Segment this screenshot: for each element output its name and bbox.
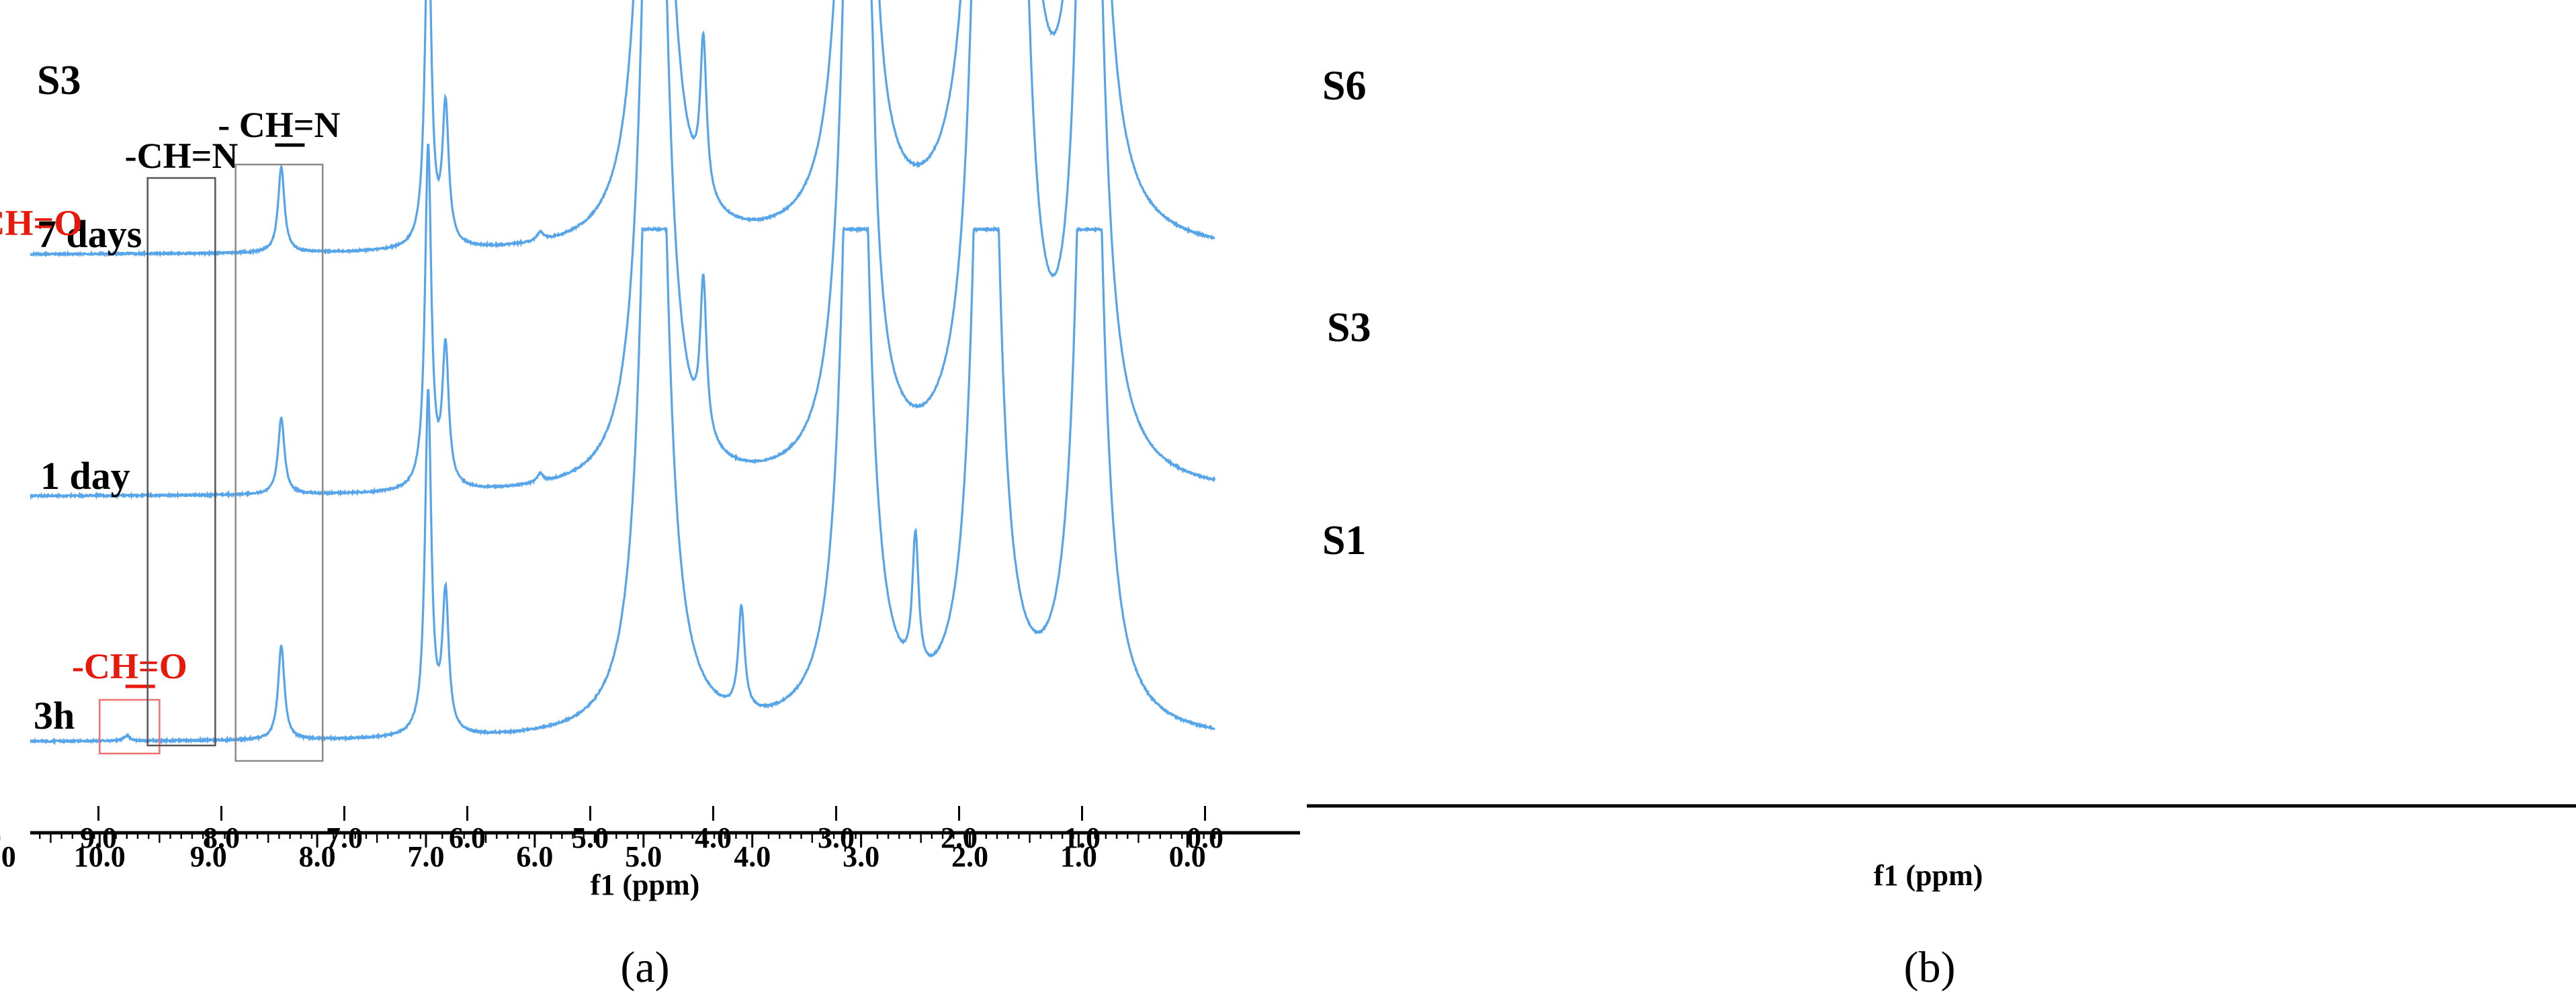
panel-b-imine-box	[146, 177, 216, 747]
tick-label: 8.0	[203, 821, 240, 854]
tick-label: 9.0	[190, 840, 227, 873]
panel-a-x-axis-label: f1 (ppm)	[591, 868, 700, 901]
panel-b-x-axis	[97, 804, 2576, 821]
tick-label: 5.0	[625, 840, 662, 873]
tick-label: 0.0	[1187, 821, 1223, 854]
tick-label: 10.0	[0, 821, 1, 854]
tick-label: 5.0	[572, 821, 609, 854]
tick-label: 1.0	[1064, 821, 1101, 854]
tick-label: 2.0	[951, 840, 988, 873]
panel-a-series-label-7-days: 7 days	[37, 212, 142, 256]
tick-label: 1.0	[1060, 840, 1097, 873]
panel-b-series-label-s6: S6	[1322, 63, 1366, 109]
panel-b-series-label-s3: S3	[1327, 305, 1371, 351]
tick-label: 3.0	[818, 821, 855, 854]
tick-label: 7.0	[408, 840, 445, 873]
panel-a-trace-1-day	[30, 0, 1216, 501]
panel-b-caption: (b)	[1904, 943, 1956, 992]
panel-a-trace-3h	[30, 226, 1215, 745]
panel-a-tick-labels: 12.011.010.09.08.07.06.05.04.03.02.01.00…	[0, 840, 1206, 873]
panel-a-x-axis	[30, 831, 1300, 848]
tick-label: 4.0	[695, 821, 732, 854]
panel-b-tick-labels: 11.010.09.08.07.06.05.04.03.02.01.00.0	[0, 821, 1223, 854]
panel-a-aldehyde-box	[99, 698, 161, 755]
tick-label: 9.0	[80, 821, 117, 854]
panel-a-imine-box	[234, 163, 324, 762]
panel-b-aldehyde-label: -CH=O	[0, 203, 82, 243]
panel-a-series-label-3h: 3h	[34, 694, 75, 737]
panel-a-imine-label: - CH=N	[218, 105, 340, 145]
tick-label: 6.0	[449, 821, 486, 854]
tick-label: 3.0	[843, 840, 879, 873]
panel-b-imine-label: -CH=N	[125, 136, 239, 176]
panel-a-series-label-1-day: 1 day	[40, 454, 130, 498]
tick-label: 6.0	[516, 840, 553, 873]
tick-label: 2.0	[941, 821, 978, 854]
tick-label: 7.0	[326, 821, 363, 854]
panel-a-traces	[30, 0, 1216, 745]
tick-label: 10.0	[74, 840, 126, 873]
tick-label: 4.0	[734, 840, 771, 873]
tick-label: 11.0	[0, 840, 16, 873]
panel-b-x-axis-label: f1 (ppm)	[1874, 859, 1983, 892]
panel-a-caption: (a)	[620, 943, 669, 992]
panel-b-series-label-s1: S1	[1322, 518, 1366, 563]
panel-a-aldehyde-label: -CH=O	[72, 646, 187, 686]
panel-a-trace-7-days	[30, 0, 1215, 258]
panel-a-sample-label: S3	[37, 58, 81, 103]
panel-a: 12.011.010.09.08.07.06.05.04.03.02.01.00…	[0, 0, 1300, 992]
tick-label: 0.0	[1169, 840, 1206, 873]
tick-label: 8.0	[299, 840, 336, 873]
